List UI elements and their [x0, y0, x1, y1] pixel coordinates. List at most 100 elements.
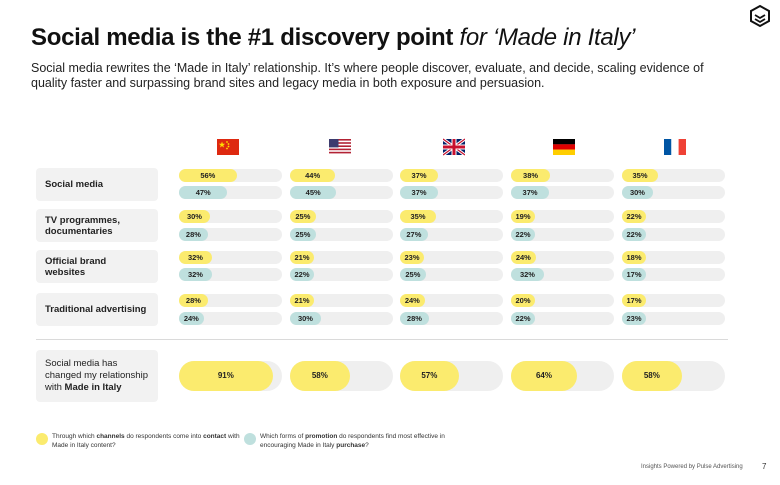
bar-promotion-row3-china-label: 32% [187, 270, 203, 279]
bar-channels-row4-germany-track: 20% [511, 294, 614, 307]
bar-promotion-row4-usa-label: 30% [297, 314, 313, 323]
bar-channels-row3-uk-label: 23% [404, 253, 420, 262]
bar-promotion-row2-france: 22% [622, 228, 646, 241]
bar-promotion-row1-usa-track: 45% [290, 186, 393, 199]
bar-channels-row3-uk: 23% [400, 251, 424, 264]
footer-source: Insights Powered by Pulse Advertising [641, 464, 743, 470]
title-bold: Social media is the #1 discovery point [31, 24, 454, 51]
bar-promotion-row2-germany-track: 22% [511, 228, 614, 241]
bar-channels-row3-usa-track: 21% [290, 251, 393, 264]
bar-promotion-row1-germany: 37% [511, 186, 550, 199]
bar-channels-row3-china-label: 32% [187, 253, 203, 262]
legend-channels-text: Through which channels do respondents co… [52, 433, 240, 449]
bar-promotion-row1-uk: 37% [400, 186, 439, 199]
bar-channels-row1-germany-track: 38% [511, 169, 614, 182]
bar-channels-row1-germany: 38% [511, 169, 551, 182]
bar-promotion-row1-germany-track: 37% [511, 186, 614, 199]
bar-promotion-row2-france-track: 22% [622, 228, 725, 241]
bar-channels-row2-france-label: 22% [626, 212, 642, 221]
bar-channels-row4-uk: 24% [400, 294, 425, 307]
bar-promotion-row1-usa-label: 45% [305, 188, 321, 197]
bar-promotion-row4-france-label: 23% [626, 314, 642, 323]
bar-promotion-row2-uk: 27% [400, 228, 428, 241]
bar-channels-row4-china-track: 28% [179, 294, 282, 307]
bar-summary-usa-track: 58% [290, 361, 393, 391]
bar-summary-germany-label: 64% [535, 371, 552, 380]
bar-promotion-row1-germany-label: 37% [522, 188, 538, 197]
uk-flag-icon [443, 137, 465, 157]
bar-promotion-row4-china: 24% [179, 312, 204, 325]
bar-summary-uk: 57% [400, 361, 459, 391]
bar-channels-row2-uk-track: 35% [400, 210, 503, 223]
bar-channels-row1-china-track: 56% [179, 169, 282, 182]
bar-channels-row3-usa: 21% [290, 251, 314, 264]
bar-promotion-row2-france-label: 22% [626, 230, 642, 239]
usa-flag-icon [329, 139, 351, 155]
bar-channels-row3-france: 18% [622, 251, 646, 264]
bar-channels-row3-france-track: 18% [622, 251, 725, 264]
bar-channels-row4-germany-label: 20% [515, 296, 531, 305]
bar-channels-row1-france: 35% [622, 169, 659, 182]
bar-channels-row1-usa-track: 44% [290, 169, 393, 182]
bar-channels-row2-china-track: 30% [179, 210, 282, 223]
bar-summary-uk-label: 57% [421, 371, 438, 380]
bar-promotion-row1-uk-label: 37% [411, 188, 427, 197]
germany-flag-icon [553, 139, 575, 155]
bar-promotion-row1-china-label: 47% [195, 188, 211, 197]
bar-channels-row4-usa-label: 21% [294, 296, 310, 305]
bar-channels-row3-usa-label: 21% [294, 253, 310, 262]
bar-channels-row4-uk-track: 24% [400, 294, 503, 307]
bar-channels-row1-china-label: 56% [200, 171, 216, 180]
page-number: 7 [762, 462, 767, 471]
bar-channels-row2-germany-label: 19% [515, 212, 531, 221]
bar-promotion-row2-usa-track: 25% [290, 228, 393, 241]
bar-channels-row4-france: 17% [622, 294, 646, 307]
bar-channels-row1-germany-label: 38% [523, 171, 539, 180]
bar-promotion-row2-china-label: 28% [185, 230, 201, 239]
bar-channels-row4-usa-track: 21% [290, 294, 393, 307]
bar-summary-france-label: 58% [643, 371, 660, 380]
row-label-official-brand-websites: Official brand websites [36, 250, 158, 283]
bar-promotion-row2-china-track: 28% [179, 228, 282, 241]
bar-promotion-row3-france-track: 17% [622, 268, 725, 281]
bar-channels-row2-france: 22% [622, 210, 646, 223]
bar-promotion-row4-usa-track: 30% [290, 312, 393, 325]
bar-promotion-row4-germany: 22% [511, 312, 535, 325]
bar-promotion-row1-france-label: 30% [629, 188, 645, 197]
row-label-traditional-advertising: Traditional advertising [36, 293, 158, 326]
bar-promotion-row3-china: 32% [179, 268, 212, 281]
bar-promotion-row4-china-label: 24% [183, 314, 199, 323]
bar-promotion-row2-uk-label: 27% [406, 230, 422, 239]
bar-summary-usa: 58% [290, 361, 350, 391]
bar-summary-china-track: 91% [179, 361, 282, 391]
bar-summary-china-label: 91% [217, 371, 234, 380]
bar-promotion-row3-china-track: 32% [179, 268, 282, 281]
row-label-summary: Social media has changed my relationship w… [36, 350, 158, 402]
bar-promotion-row4-uk: 28% [400, 312, 429, 325]
bar-channels-row2-germany-track: 19% [511, 210, 614, 223]
france-flag-icon [664, 139, 686, 155]
bar-channels-row2-uk: 35% [400, 210, 437, 223]
bar-promotion-row1-china: 47% [179, 186, 228, 199]
bar-channels-row2-usa-label: 25% [295, 212, 311, 221]
bar-channels-row1-china: 56% [179, 169, 237, 182]
bar-promotion-row1-china-track: 47% [179, 186, 282, 199]
bar-promotion-row3-uk-label: 25% [405, 270, 421, 279]
bar-promotion-row4-france-track: 23% [622, 312, 725, 325]
page-title: Social media is the #1 discovery point f… [31, 24, 635, 52]
legend-promotion-text: Which forms of promotion do respondents … [260, 433, 445, 449]
bar-channels-row4-china-label: 28% [185, 296, 201, 305]
bar-summary-uk-track: 57% [400, 361, 503, 391]
bar-promotion-row4-uk-label: 28% [406, 314, 422, 323]
bar-channels-row1-uk-track: 37% [400, 169, 503, 182]
section-divider [36, 339, 728, 340]
bar-promotion-row2-china: 28% [179, 228, 208, 241]
page-subtitle: Social media rewrites the ‘Made in Italy… [31, 61, 704, 90]
bar-channels-row4-uk-label: 24% [404, 296, 420, 305]
bar-promotion-row3-usa: 22% [290, 268, 314, 281]
bar-promotion-row2-germany-label: 22% [515, 230, 531, 239]
bar-promotion-row4-germany-label: 22% [515, 314, 531, 323]
bar-promotion-row3-france: 17% [622, 268, 646, 281]
legend-promotion-swatch [244, 433, 256, 445]
bar-channels-row2-usa-track: 25% [290, 210, 393, 223]
